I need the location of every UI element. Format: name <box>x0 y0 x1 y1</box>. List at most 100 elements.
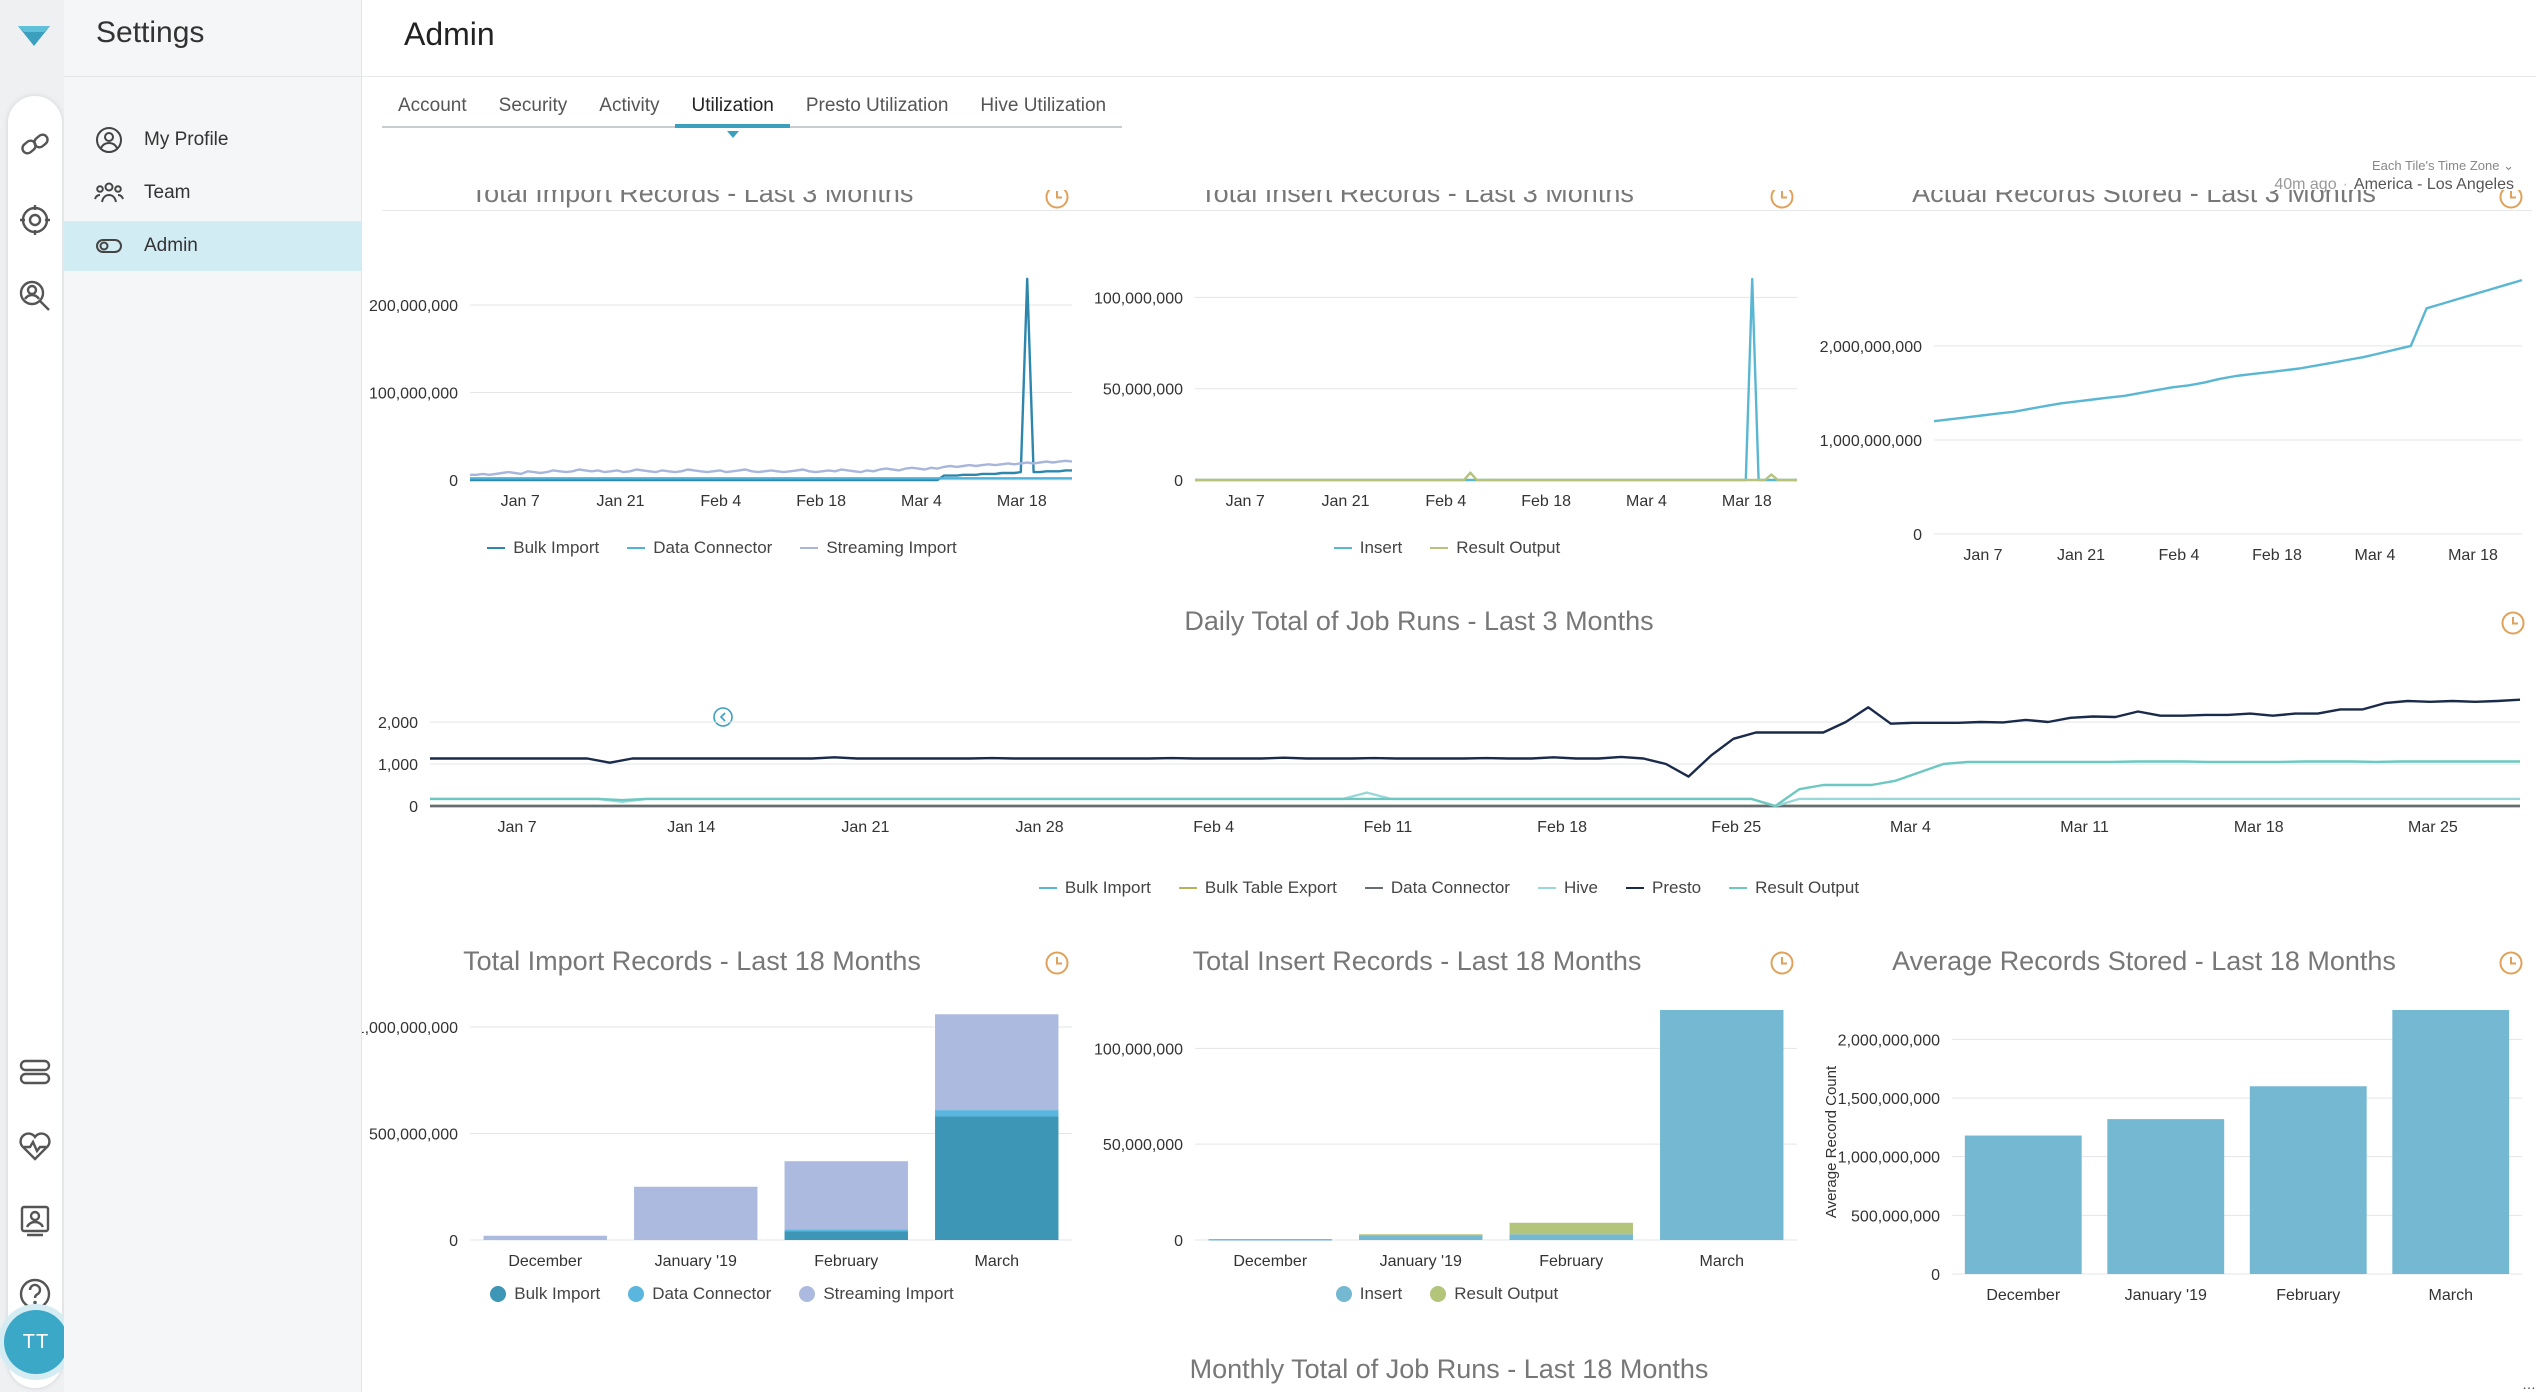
bar-result-output[interactable] <box>1509 1222 1633 1235</box>
chart-legend: Bulk Import Data Connector Streaming Impor… <box>362 1284 1082 1304</box>
tab-account[interactable]: Account <box>398 95 467 116</box>
bar-streaming-import[interactable] <box>483 1235 607 1240</box>
bar-streaming-import[interactable] <box>935 1014 1059 1111</box>
legend-item[interactable]: Insert <box>1335 1284 1402 1304</box>
y-tick-label: 0 <box>449 1233 458 1250</box>
legend-item[interactable]: Streaming Import <box>800 538 957 558</box>
separator-dot: · <box>2342 176 2348 193</box>
bar-average-record-count[interactable] <box>2249 1086 2367 1274</box>
x-tick-label: March <box>1700 1253 1744 1270</box>
chart-legend: Insert Result Output <box>1087 1284 1807 1304</box>
y-tick-label: 100,000,000 <box>1094 1041 1183 1058</box>
timezone-label: Each Tile's Time Zone <box>2371 158 2500 173</box>
series-line-presto[interactable] <box>430 698 2521 778</box>
legend-item[interactable]: Streaming Import <box>799 1284 954 1304</box>
series-line-bulk-import[interactable] <box>470 277 1072 482</box>
x-tick-label: Jan 7 <box>501 493 540 510</box>
bar-insert[interactable] <box>1359 1235 1483 1240</box>
tile-title: Average Records Stored - Last 18 Months <box>1892 946 2396 976</box>
x-tick-label: January '19 <box>655 1253 737 1270</box>
sidebar-title: Settings <box>96 16 205 49</box>
avatar[interactable]: TT <box>4 1310 68 1374</box>
diamond-logo-icon[interactable] <box>14 20 54 50</box>
clock-icon[interactable] <box>2498 190 2524 210</box>
legend-item[interactable]: Result Output <box>1729 878 1859 898</box>
tab-utilization[interactable]: Utilization <box>675 90 791 138</box>
legend-item[interactable]: Bulk Import <box>1038 878 1151 898</box>
legend-item[interactable]: Data Connector <box>628 1284 771 1304</box>
bar-insert[interactable] <box>1509 1234 1633 1240</box>
tab-presto-utilization[interactable]: Presto Utilization <box>805 95 949 116</box>
content-divider <box>382 210 2532 211</box>
bar-streaming-import[interactable] <box>634 1186 758 1240</box>
clock-icon[interactable] <box>2500 610 2526 636</box>
search-users-icon[interactable] <box>13 274 57 318</box>
collapse-left-icon[interactable] <box>712 706 734 728</box>
bar-bulk-import[interactable] <box>935 1116 1059 1240</box>
legend-swatch <box>627 547 646 549</box>
legend-label: Data Connector <box>653 538 773 557</box>
bar-average-record-count[interactable] <box>2392 1010 2510 1274</box>
bar-data-connector[interactable] <box>935 1110 1059 1117</box>
legend-item[interactable]: Bulk Table Export <box>1178 878 1337 898</box>
legend-item[interactable]: Hive <box>1537 878 1598 898</box>
x-tick-label: February <box>2276 1287 2340 1304</box>
chart-plot: 0 500,000,000 1,000,000,000 1,500,000,000 2,… <box>1823 1010 2522 1304</box>
legend-label: Data Connector <box>1390 878 1510 897</box>
x-tick-label: Feb 11 <box>1364 819 1413 836</box>
icon-rail: TT <box>0 0 68 1392</box>
sidebar-item-label: My Profile <box>144 129 229 150</box>
legend-item[interactable]: Bulk Import <box>487 538 599 558</box>
series-line-insert[interactable] <box>1195 277 1797 482</box>
tile-monthly-job-runs: Monthly Total of Job Runs - Last 18 Mont… <box>362 1348 2536 1392</box>
legend-item[interactable]: Data Connector <box>627 538 772 558</box>
x-tick-label: Mar 18 <box>1722 493 1772 510</box>
legend-item[interactable]: Result Output <box>1430 538 1560 558</box>
y-tick-label: 50,000,000 <box>1103 382 1183 399</box>
bar-data-connector[interactable] <box>784 1229 908 1232</box>
contact-card-icon[interactable] <box>13 1198 57 1242</box>
y-tick-label: 0 <box>1931 1267 1940 1284</box>
bar-bulk-import[interactable] <box>784 1231 908 1240</box>
y-tick-label: 500,000,000 <box>369 1127 458 1144</box>
heart-pulse-icon[interactable] <box>13 1124 57 1168</box>
sidebar-item-admin[interactable]: Admin <box>64 221 361 271</box>
clock-icon[interactable] <box>2498 950 2524 976</box>
database-icon[interactable] <box>13 1050 57 1094</box>
bar-average-record-count[interactable] <box>2107 1119 2225 1274</box>
legend-item[interactable]: Insert <box>1333 538 1402 558</box>
series-line-result-output[interactable] <box>1195 471 1797 482</box>
chevron-down-icon: ⌄ <box>2503 158 2514 173</box>
tab-hive-utilization[interactable]: Hive Utilization <box>980 95 1107 116</box>
bar-insert[interactable] <box>1660 1010 1784 1240</box>
link-icon[interactable] <box>13 122 57 166</box>
y-tick-label: 1,000 <box>378 757 418 774</box>
gear-icon[interactable] <box>13 198 57 242</box>
timezone-selector[interactable]: Each Tile's Time Zone ⌄ 40m ago · America … <box>2274 158 2514 194</box>
sidebar-item-my-profile[interactable]: My Profile <box>64 115 361 165</box>
legend-item[interactable]: Result Output <box>1430 1284 1558 1304</box>
bar-average-record-count[interactable] <box>1964 1135 2082 1274</box>
clock-icon[interactable] <box>1769 950 1795 976</box>
bar-streaming-import[interactable] <box>784 1161 908 1230</box>
legend-item[interactable]: Bulk Import <box>490 1284 600 1304</box>
legend-swatch <box>1537 887 1556 889</box>
x-tick-label: Jan 14 <box>667 819 715 836</box>
tab-security[interactable]: Security <box>498 95 568 116</box>
series-line-streaming-import[interactable] <box>470 459 1073 476</box>
bar-insert[interactable] <box>1208 1239 1332 1241</box>
legend-label: Bulk Table Export <box>1204 878 1337 897</box>
x-tick-label: January '19 <box>2125 1287 2207 1304</box>
sidebar-item-team[interactable]: Team <box>64 168 361 218</box>
bar-result-output[interactable] <box>1359 1234 1483 1236</box>
series-line-result-output[interactable] <box>430 760 2520 808</box>
clock-icon[interactable] <box>1044 950 1070 976</box>
help-icon[interactable] <box>13 1272 57 1316</box>
series-line-records-stored[interactable] <box>1933 278 2523 423</box>
tab-activity[interactable]: Activity <box>599 95 660 116</box>
clock-icon[interactable] <box>1769 190 1795 210</box>
legend-item[interactable]: Presto <box>1625 878 1701 898</box>
legend-label: Streaming Import <box>826 538 957 557</box>
legend-item[interactable]: Data Connector <box>1364 878 1510 898</box>
clock-icon[interactable] <box>1044 190 1070 210</box>
